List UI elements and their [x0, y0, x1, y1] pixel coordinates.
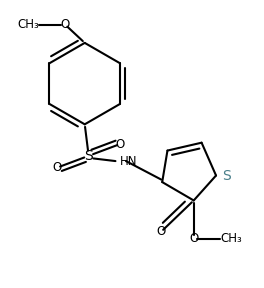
Text: O: O — [60, 18, 70, 31]
Text: O: O — [53, 161, 62, 174]
Text: O: O — [116, 137, 125, 151]
Text: O: O — [156, 226, 166, 238]
Text: CH₃: CH₃ — [17, 18, 39, 31]
Text: O: O — [189, 232, 198, 245]
Text: HN: HN — [120, 155, 138, 168]
Text: S: S — [222, 168, 230, 183]
Text: S: S — [84, 149, 93, 163]
Text: CH₃: CH₃ — [220, 232, 242, 245]
